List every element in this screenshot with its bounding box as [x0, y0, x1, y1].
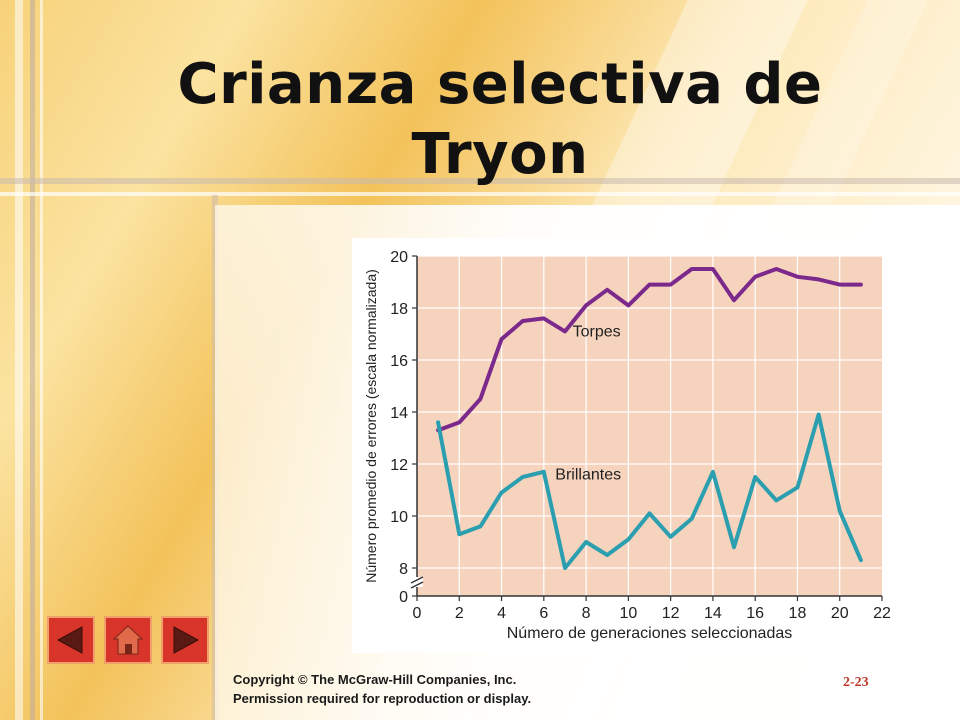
- x-tick-label: 20: [831, 605, 849, 622]
- home-button[interactable]: [104, 616, 152, 664]
- y-tick-label: 10: [390, 509, 408, 526]
- next-arrow-icon: [173, 626, 200, 654]
- series-labels: Torpes Brillantes: [555, 324, 621, 484]
- plot-area: [417, 256, 882, 596]
- y-tick-label: 12: [390, 457, 408, 474]
- x-tick-label: 12: [662, 605, 680, 622]
- decor-horizontal-bar: [0, 178, 960, 184]
- decor-horizontal-bar: [0, 192, 960, 196]
- x-tick-label: 4: [497, 605, 506, 622]
- y-tick-label: 14: [390, 405, 408, 422]
- page-number: 2-23: [843, 675, 869, 690]
- decor-vertical-bar: [30, 0, 35, 720]
- prev-button[interactable]: [47, 616, 95, 664]
- y-axis-label: Número promedio de errores (escala norma…: [363, 269, 379, 583]
- axis-break-mark: [410, 581, 424, 589]
- prev-arrow-icon: [56, 626, 83, 654]
- series-line-torpes: [436, 267, 863, 433]
- slide-title: Crianza selectiva de Tryon: [100, 50, 900, 190]
- x-tick-label: 0: [413, 605, 422, 622]
- next-button[interactable]: [161, 616, 209, 664]
- copyright-line-2: Permission required for reproduction or …: [233, 691, 532, 706]
- y-tick-label: 8: [399, 561, 408, 578]
- x-tick-label: 22: [873, 605, 891, 622]
- title-line-1: Crianza selectiva de: [177, 52, 823, 117]
- axis-break-gap: [411, 577, 423, 587]
- series-lines: [436, 267, 863, 570]
- x-tick-label: 2: [455, 605, 464, 622]
- home-icon: [112, 625, 144, 655]
- y-tick-label: 18: [390, 301, 408, 318]
- x-tick-label: 16: [746, 605, 764, 622]
- x-tick-label: 8: [582, 605, 591, 622]
- y-tick-label: 20: [390, 249, 408, 266]
- line-chart: 0 8 10 12 14 16 18 20 0 2 4 6 8 10 12 14 16 18 20 22 Torpes…: [352, 238, 902, 653]
- x-tick-label: 18: [789, 605, 807, 622]
- decor-vertical-bar: [40, 0, 43, 720]
- tick-labels: 0 8 10 12 14 16 18 20 0 2 4 6 8 10 12 14 16 18 20 22: [390, 249, 891, 622]
- axis-break-mark: [410, 576, 424, 584]
- x-tick-label: 6: [539, 605, 548, 622]
- series-line-brillantes: [436, 412, 863, 570]
- series-label-brillantes: Brillantes: [555, 467, 621, 484]
- title-line-2: Tryon: [411, 122, 589, 187]
- x-tick-label: 14: [704, 605, 722, 622]
- x-tick-label: 10: [619, 605, 637, 622]
- copyright-line-1: Copyright © The McGraw-Hill Companies, I…: [233, 672, 517, 687]
- y-tick-label: 0: [399, 589, 408, 606]
- x-axis-label: Número de generaciones seleccionadas: [507, 625, 793, 642]
- decor-vertical-bar: [15, 0, 23, 720]
- gridlines: [417, 255, 882, 596]
- copyright-notice: Copyright © The McGraw-Hill Companies, I…: [233, 670, 531, 708]
- y-tick-label: 16: [390, 353, 408, 370]
- series-label-torpes: Torpes: [573, 324, 621, 341]
- axes: [410, 255, 883, 601]
